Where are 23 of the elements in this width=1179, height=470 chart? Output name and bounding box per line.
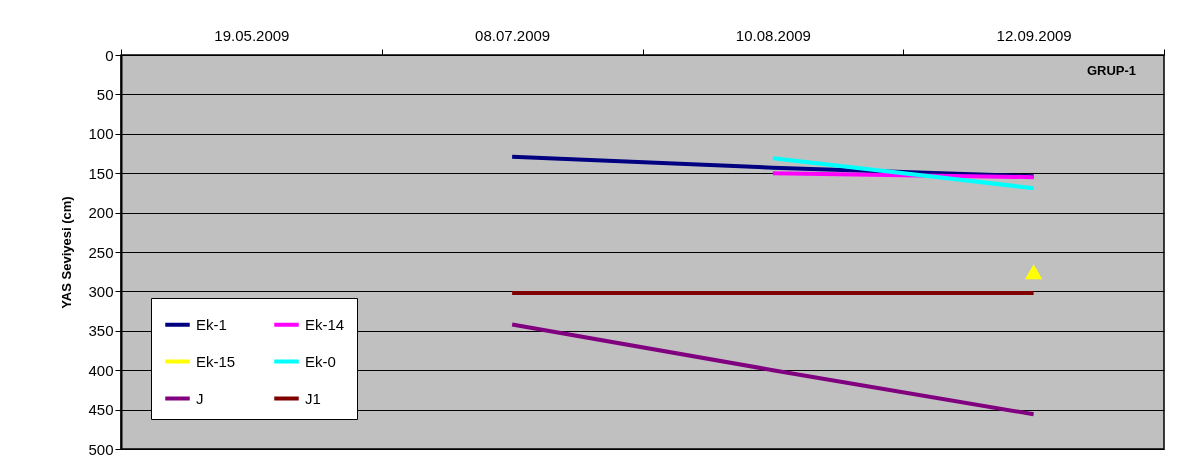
legend-label: Ek-15	[196, 352, 236, 370]
y-tick-label: 300	[88, 282, 114, 300]
y-tick-label: 350	[88, 322, 114, 340]
y-tick-label: 500	[88, 440, 114, 458]
legend-label: Ek-14	[305, 315, 345, 333]
y-axis-title: YAS Seviyesi (cm)	[59, 196, 75, 309]
legend-label: Ek-1	[196, 315, 227, 333]
x-tick-label: 08.07.2009	[475, 26, 551, 44]
annotation: GRUP-1	[1086, 63, 1136, 78]
y-tick-label: 200	[88, 204, 114, 222]
y-tick-label: 0	[105, 46, 114, 64]
legend-label: J1	[305, 389, 321, 407]
y-tick-label: 450	[88, 401, 114, 419]
y-tick-label: 100	[88, 125, 114, 143]
x-tick-label: 10.08.2009	[735, 26, 811, 44]
y-tick-label: 250	[88, 243, 114, 261]
y-tick-label: 150	[88, 164, 114, 182]
legend-label: Ek-0	[305, 352, 336, 370]
legend-label: J	[196, 389, 204, 407]
x-tick-label: 12.09.2009	[996, 26, 1072, 44]
x-tick-label: 19.05.2009	[214, 26, 290, 44]
y-tick-label: 400	[88, 361, 114, 379]
y-tick-label: 50	[96, 85, 114, 103]
